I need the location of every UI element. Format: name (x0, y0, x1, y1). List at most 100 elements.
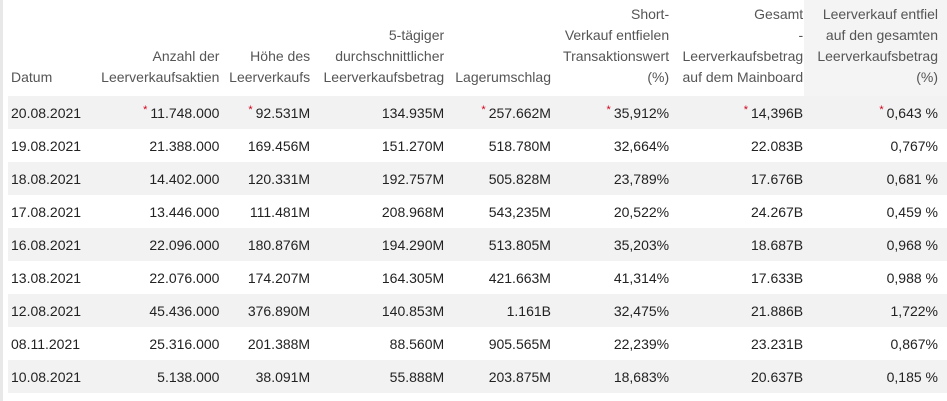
cell-value: 201.388M (247, 335, 311, 352)
cell-date: 08.11.2021 (8, 327, 89, 360)
cell-short-pct: 41,314% (552, 261, 670, 294)
cell-mainboard-total: 22.083B (670, 129, 804, 162)
cell-short-shares: 22.076.000 (89, 261, 220, 294)
cell-value: 120.331M (247, 170, 311, 187)
cell-value: 203.875M (488, 368, 551, 385)
cell-value: 0,643 % (886, 104, 938, 121)
header-label: Datum (11, 69, 53, 85)
cell-value: 174.207M (247, 269, 311, 286)
cell-turnover: * 257.662M (445, 96, 552, 129)
cell-value: 421.663M (488, 269, 551, 286)
cell-short-share-pct: 1,722% (804, 294, 947, 327)
cell-value: 513.805M (488, 236, 551, 253)
cell-short-shares: * 11.748.000 (88, 96, 221, 129)
cell-value: 88.560M (389, 335, 445, 352)
cell-short-pct: 20,522% (552, 195, 670, 228)
cell-short-shares: 25.316.000 (89, 327, 220, 360)
asterisk-marker: * (481, 103, 486, 116)
cell-mainboard-total: 23.231B (670, 327, 804, 360)
table-row: 13.08.2021 22.076.000 174.207M 164.305M 421.… (8, 261, 947, 294)
cell-short-amount: 120.331M (220, 162, 312, 195)
cell-value: 134.935M (381, 104, 445, 121)
cell-short-pct: 32,475% (551, 294, 671, 327)
cell-value: 543,235M (488, 203, 551, 220)
cell-value: 21.886B (750, 302, 804, 319)
cell-date: 19.08.2021 (8, 129, 89, 162)
cell-mainboard-total: 21.886B (670, 294, 805, 327)
cell-value: 13.08.2021 (11, 269, 82, 286)
cell-mainboard-total: 18.687B (670, 228, 805, 261)
cell-short-amount: 201.388M (220, 327, 311, 360)
table-row: 17.08.2021 13.446.000 111.481M 208.968M 543,… (8, 195, 947, 228)
column-header-mainboard-total[interactable]: Gesamt - Leerverkaufsbetrag auf dem Mainboa… (670, 0, 804, 96)
header-label: (%) (916, 69, 938, 85)
cell-turnover: 421.663M (445, 261, 552, 294)
column-header-turnover[interactable]: Lagerumschlag (445, 0, 552, 96)
cell-mainboard-total: 24.267B (670, 195, 804, 228)
cell-value: 19.08.2021 (11, 137, 82, 154)
column-header-avg-5day[interactable]: 5-tägiger durchschnittlicher Leerverkaufsb… (311, 0, 445, 96)
table-row: 12.08.2021 45.436.000 376.890M 140.853M 1.16… (8, 294, 947, 327)
cell-short-amount: 174.207M (220, 261, 311, 294)
asterisk-marker: * (879, 103, 884, 116)
cell-value: 0,185 % (886, 368, 938, 385)
cell-date: 13.08.2021 (8, 261, 89, 294)
cell-value: 23.231B (750, 335, 804, 352)
header-label: Leerverkaufsaktien (101, 69, 220, 85)
cell-value: 0,459 % (886, 203, 938, 220)
cell-value: 21.388.000 (149, 137, 220, 154)
cell-date: 16.08.2021 (8, 228, 89, 261)
cell-value: 16.08.2021 (11, 236, 82, 253)
column-header-short-share-pct[interactable]: Leerverkauf entfiel auf den gesamten Leerv… (804, 0, 947, 96)
cell-short-pct: 22,239% (552, 327, 670, 360)
cell-value: 55.888M (389, 368, 445, 385)
column-header-short-amount[interactable]: Höhe des Leerverkaufs (220, 0, 311, 96)
cell-short-amount: 180.876M (220, 228, 312, 261)
column-header-date[interactable]: Datum (8, 0, 89, 96)
cell-short-shares: 13.446.000 (89, 195, 220, 228)
header-label: auf den gesamten (825, 27, 938, 43)
header-label: Höhe des (250, 48, 311, 64)
cell-short-pct: * 35,912% (551, 96, 671, 129)
cell-avg-5day: 140.853M (311, 294, 446, 327)
cell-value: 22.096.000 (149, 236, 220, 253)
cell-turnover: 518.780M (445, 129, 552, 162)
cell-turnover: 543,235M (445, 195, 552, 228)
column-header-short-pct[interactable]: Short- Verkauf entfielen Transaktionswert (… (552, 0, 670, 96)
header-label: (%) (647, 69, 670, 85)
cell-value: 14.402.000 (149, 170, 220, 187)
cell-short-share-pct: * 0,643 % (804, 96, 947, 129)
cell-date: 12.08.2021 (8, 294, 89, 327)
cell-value: 12.08.2021 (11, 302, 82, 319)
cell-value: 32,475% (613, 302, 670, 319)
asterisk-marker: * (743, 103, 748, 116)
cell-short-amount: 111.481M (220, 195, 311, 228)
cell-value: 18,683% (613, 368, 670, 385)
cell-mainboard-total: * 14,396B (670, 96, 805, 129)
cell-value: 111.481M (249, 203, 311, 220)
cell-value: 505.828M (488, 170, 551, 187)
cell-value: 0,867% (890, 335, 938, 352)
cell-avg-5day: 192.757M (311, 162, 446, 195)
cell-value: 22.076.000 (149, 269, 220, 286)
cell-short-share-pct: 0,767% (804, 129, 947, 162)
header-label: Leerverkaufsbetrag (817, 48, 938, 64)
cell-short-pct: 35,203% (551, 228, 671, 261)
cell-short-share-pct: 0,867% (804, 327, 947, 360)
cell-short-share-pct: 0,459 % (804, 195, 947, 228)
table-row: 10.08.2021 5.138.000 38.091M 55.888M 203.875… (8, 360, 947, 393)
cell-value: 208.968M (381, 203, 445, 220)
cell-value: 257.662M (488, 104, 551, 121)
cell-value: 22,239% (613, 335, 670, 352)
cell-value: 17.633B (750, 269, 804, 286)
header-label: Leerverkauf entfiel (822, 6, 938, 22)
header-label: 5-tägiger (388, 27, 445, 43)
table-row: 19.08.2021 21.388.000 169.456M 151.270M 518.… (8, 129, 947, 162)
cell-avg-5day: 164.305M (311, 261, 445, 294)
header-label: Anzahl der (152, 48, 220, 64)
cell-short-shares: 22.096.000 (88, 228, 221, 261)
cell-short-amount: * 92.531M (220, 96, 312, 129)
cell-date: 18.08.2021 (8, 162, 89, 195)
column-header-short-shares[interactable]: Anzahl der Leerverkaufsaktien (89, 0, 220, 96)
table-row: 16.08.2021 22.096.000 180.876M 194.290M 513.… (8, 228, 947, 261)
